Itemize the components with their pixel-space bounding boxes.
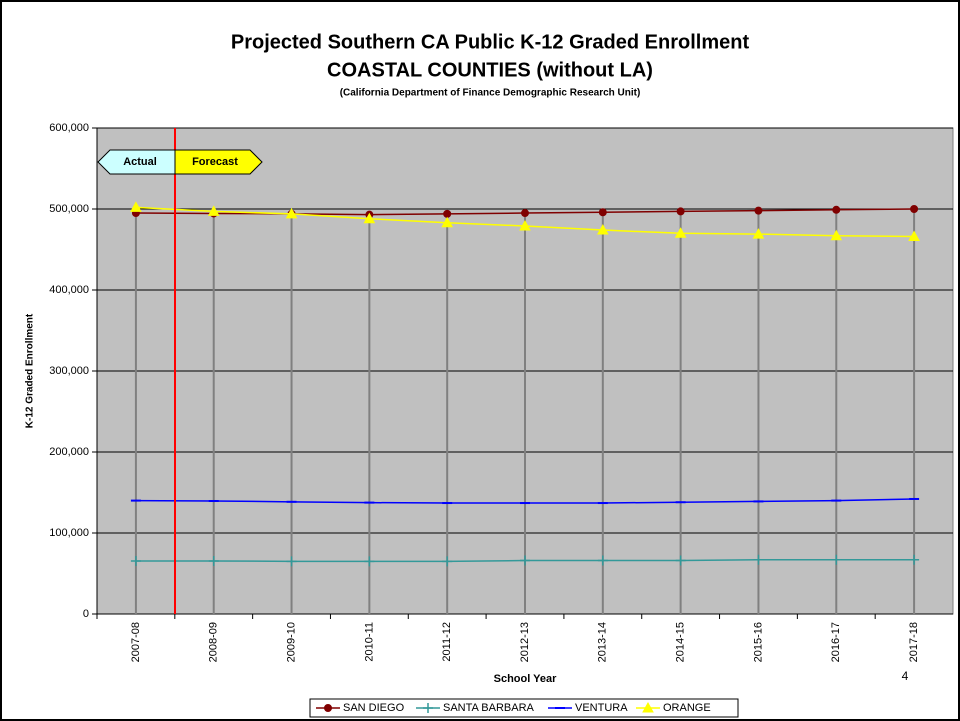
y-tick-label: 600,000 — [49, 122, 89, 134]
legend-label: VENTURA — [575, 702, 628, 714]
marker — [831, 554, 842, 565]
marker — [285, 207, 298, 219]
y-tick-label: 200,000 — [49, 446, 89, 458]
annotation: Actual — [123, 156, 157, 168]
y-tick-label: 0 — [83, 608, 89, 620]
marker — [754, 206, 763, 215]
marker — [596, 224, 609, 235]
marker — [675, 555, 686, 566]
x-tick-label: 2015-16 — [752, 622, 764, 662]
x-tick-label: 2008-09 — [208, 622, 220, 662]
page-number: 4 — [902, 669, 909, 683]
marker — [597, 555, 608, 566]
marker — [442, 556, 453, 567]
marker — [364, 556, 375, 567]
legend-label: ORANGE — [663, 702, 711, 714]
x-tick-label: 2017-18 — [908, 622, 920, 662]
marker — [443, 209, 452, 218]
x-tick-label: 2014-15 — [675, 622, 687, 662]
chart-title: Projected Southern CA Public K-12 Graded… — [231, 31, 750, 53]
marker — [363, 212, 376, 224]
x-tick-label: 2009-10 — [285, 622, 297, 662]
marker — [910, 205, 919, 213]
legend-label: SANTA BARBARA — [443, 702, 535, 714]
x-tick-label: 2013-14 — [597, 622, 609, 662]
marker — [752, 228, 765, 239]
marker — [830, 229, 843, 241]
marker — [832, 205, 841, 214]
marker — [676, 207, 685, 216]
marker — [519, 219, 531, 231]
marker — [324, 704, 332, 712]
marker — [130, 555, 141, 566]
plot-area: 0 100,000 200,000 300,000 400,000 500,000 600,… — [49, 122, 954, 662]
y-tick-label: 400,000 — [49, 284, 89, 296]
marker — [753, 554, 764, 565]
marker — [521, 209, 529, 218]
marker — [520, 555, 530, 566]
marker — [286, 556, 297, 567]
x-tick-label: 2012-13 — [519, 622, 531, 662]
y-tick-label: 100,000 — [49, 527, 89, 539]
marker — [642, 701, 654, 713]
x-tick-label: 2007-08 — [130, 622, 142, 662]
y-tick-label: 500,000 — [49, 203, 89, 215]
forecast-arrow — [174, 149, 263, 175]
annotation: Forecast — [192, 156, 238, 168]
chart-source: (California Department of Finance Demogr… — [340, 88, 641, 99]
marker — [208, 555, 219, 566]
x-axis-label: School Year — [494, 673, 557, 685]
legend-label: SAN DIEGO — [343, 702, 405, 714]
legend-items: SAN DIEGO SANTA BARBARA VENTURA ORANGE — [316, 702, 711, 714]
y-axis-label: K-12 Graded Enrollment — [25, 313, 36, 428]
marker — [674, 227, 687, 238]
marker — [130, 201, 142, 212]
marker — [908, 230, 920, 242]
annotations: Actual Forecast — [97, 128, 263, 614]
marker — [207, 205, 220, 216]
marker — [598, 208, 607, 217]
marker — [909, 554, 920, 565]
marker — [423, 703, 433, 713]
x-tick-label: 2011-12 — [441, 622, 453, 662]
x-tick-label: 2016-17 — [830, 622, 842, 662]
marker — [441, 216, 454, 228]
legend — [309, 698, 739, 718]
x-tick-label: 2010-11 — [363, 622, 375, 662]
chart-subtitle: COASTAL COUNTIES (without LA) — [327, 59, 653, 81]
y-tick-label: 300,000 — [49, 365, 89, 377]
